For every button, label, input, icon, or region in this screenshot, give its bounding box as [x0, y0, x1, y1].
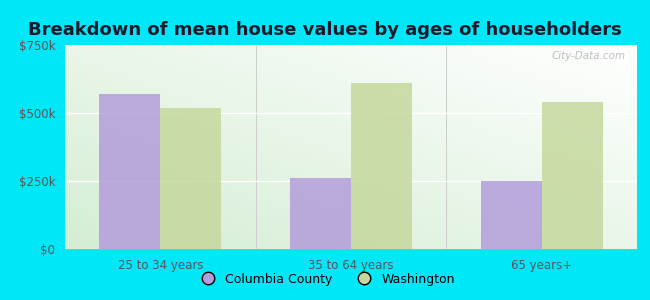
- Bar: [541, 102, 603, 249]
- Bar: [290, 178, 351, 249]
- Legend: Columbia County, Washington: Columbia County, Washington: [190, 268, 460, 291]
- Text: City-Data.com: City-Data.com: [551, 51, 625, 61]
- Text: Breakdown of mean house values by ages of householders: Breakdown of mean house values by ages o…: [28, 21, 622, 39]
- Bar: [351, 83, 412, 249]
- Bar: [99, 94, 161, 249]
- Bar: [480, 181, 541, 249]
- Bar: [161, 108, 222, 249]
